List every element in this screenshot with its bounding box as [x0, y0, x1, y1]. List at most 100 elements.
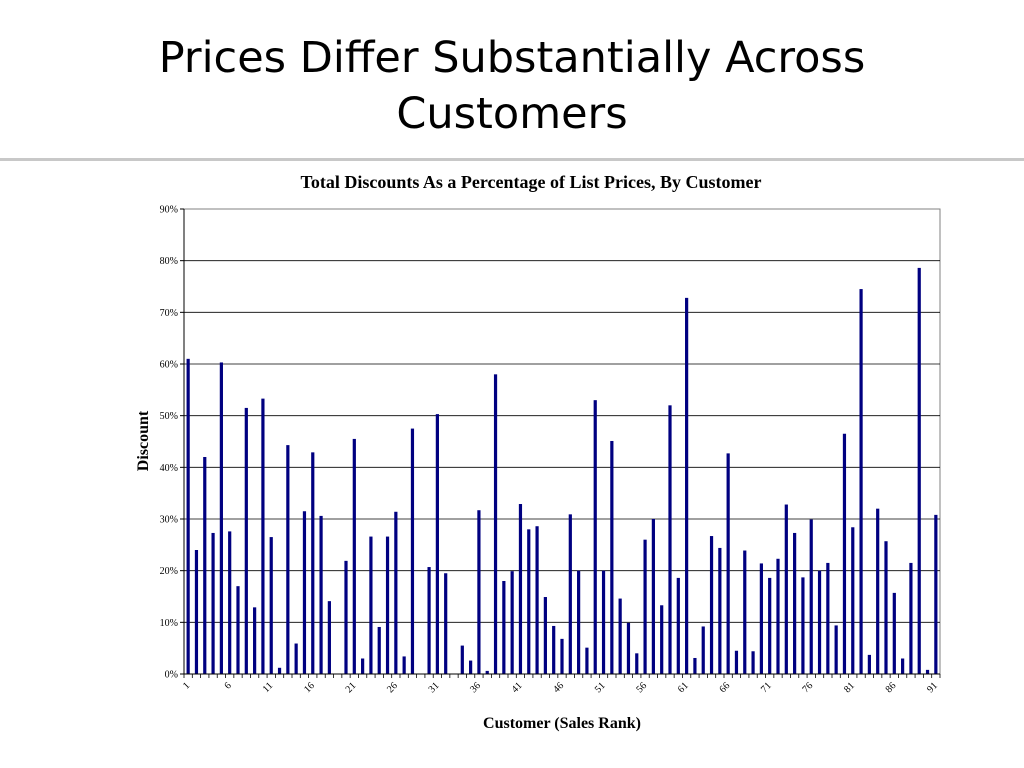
- x-tick-label: 41: [510, 680, 525, 695]
- bar-customer-86: [892, 592, 896, 674]
- bar-customer-71: [768, 577, 772, 674]
- bar-customer-34: [460, 645, 464, 674]
- x-tick-label: 6: [222, 680, 233, 691]
- bar-customer-70: [759, 563, 763, 674]
- bar-customer-83: [867, 654, 871, 674]
- y-tick-label: 90%: [160, 205, 178, 216]
- y-tick-label: 50%: [160, 411, 178, 422]
- y-tick-label: 20%: [160, 566, 178, 577]
- x-tick-label: 81: [842, 680, 857, 695]
- bar-customer-90: [925, 669, 930, 674]
- bar-customer-27: [402, 656, 406, 674]
- y-tick-label: 30%: [160, 515, 178, 526]
- bar-customer-72: [776, 558, 780, 674]
- bar-customer-58: [660, 605, 664, 674]
- x-tick-label: 16: [302, 680, 317, 695]
- slide-title-line-2: Customers: [396, 89, 628, 139]
- bar-customer-73: [784, 504, 788, 674]
- bar-customer-82: [859, 289, 863, 674]
- bar-customer-26: [394, 511, 398, 674]
- bar-customer-12: [277, 667, 282, 674]
- x-tick-label: 56: [634, 680, 649, 695]
- bar-customer-79: [834, 625, 838, 674]
- bar-customer-10: [261, 398, 265, 674]
- bar-customer-21: [352, 438, 356, 674]
- bar-customer-28: [410, 428, 415, 674]
- bar-customer-35: [469, 660, 473, 674]
- bar-customer-69: [751, 651, 755, 674]
- bar-customer-46: [560, 638, 564, 674]
- bar-customer-8: [244, 407, 248, 674]
- bar-customer-25: [385, 536, 390, 674]
- bar-customer-42: [527, 529, 531, 674]
- x-tick-label: 31: [427, 680, 442, 695]
- bar-customer-84: [876, 508, 880, 674]
- bar-customer-17: [319, 515, 323, 674]
- x-tick-label: 36: [468, 680, 483, 695]
- y-tick-label: 10%: [160, 618, 178, 629]
- bar-customer-54: [626, 622, 631, 674]
- slide-title: Prices Differ Substantially Across Custo…: [0, 30, 1024, 142]
- bar-customer-22: [361, 658, 365, 674]
- y-tick-label: 70%: [160, 308, 178, 319]
- bar-customer-55: [635, 653, 639, 674]
- x-tick-label: 86: [884, 680, 899, 695]
- bar-customer-32: [444, 573, 448, 674]
- bar-customer-59: [668, 405, 672, 674]
- bar-customer-66: [726, 453, 730, 674]
- bar-customer-63: [701, 626, 705, 674]
- x-axis-ticks: 1 6 11 16 21 26 31 36 41 46 51 56 61 66 71 76 81 86 91: [181, 674, 941, 695]
- bar-customer-87: [901, 658, 905, 674]
- bar-customer-65: [718, 547, 722, 674]
- bar-customer-13: [286, 445, 290, 674]
- title-divider: [0, 158, 1024, 161]
- bar-customer-43: [535, 526, 539, 674]
- x-tick-label: 11: [261, 680, 276, 695]
- bar-customer-39: [502, 581, 506, 674]
- bar-customer-75: [801, 577, 805, 674]
- bar-customer-11: [269, 537, 273, 674]
- bar-customer-2: [194, 550, 199, 674]
- x-tick-label: 71: [759, 680, 774, 695]
- slide-title-line-1: Prices Differ Substantially Across: [158, 33, 866, 83]
- bar-customer-61: [685, 297, 689, 674]
- bar-customer-18: [327, 601, 331, 674]
- bar-customer-16: [311, 452, 315, 674]
- bar-customer-45: [552, 625, 556, 674]
- bar-customer-52: [610, 440, 614, 674]
- bar-customer-53: [618, 598, 622, 674]
- bar-customer-9: [253, 607, 257, 674]
- y-axis-ticks: 0% 10% 20% 30% 40% 50% 60% 70% 80% 90%: [160, 205, 184, 681]
- bar-customer-20: [344, 560, 348, 674]
- x-axis-title: Customer (Sales Rank): [483, 715, 641, 732]
- bar-customer-62: [693, 657, 697, 674]
- x-tick-label: 26: [385, 680, 400, 695]
- x-tick-label: 91: [925, 680, 940, 695]
- bar-customer-74: [793, 532, 797, 674]
- bar-customer-4: [211, 532, 215, 674]
- bar-customer-51: [601, 570, 606, 674]
- bar-customer-48: [577, 570, 581, 674]
- bar-customer-7: [236, 586, 240, 674]
- bar-customer-57: [651, 519, 655, 674]
- bar-customer-31: [435, 414, 439, 674]
- bar-customer-40: [510, 571, 514, 674]
- bar-customer-76: [809, 519, 813, 674]
- bar-customer-36: [477, 510, 481, 674]
- y-axis-title: Discount: [135, 410, 152, 471]
- bar-customer-6: [228, 531, 232, 674]
- x-tick-label: 51: [593, 680, 608, 695]
- bar-customer-50: [593, 400, 597, 674]
- bar-customer-91: [934, 514, 938, 674]
- bar-customer-37: [485, 670, 489, 674]
- bar-customer-14: [294, 643, 298, 674]
- bar-customer-64: [709, 536, 714, 674]
- x-tick-label: 21: [344, 680, 359, 695]
- bar-customer-60: [676, 577, 680, 674]
- bar-customer-88: [909, 562, 913, 674]
- bar-customer-49: [585, 647, 589, 674]
- bar-customer-89: [917, 267, 921, 674]
- bar-customer-44: [543, 597, 547, 674]
- y-tick-label: 40%: [160, 463, 178, 474]
